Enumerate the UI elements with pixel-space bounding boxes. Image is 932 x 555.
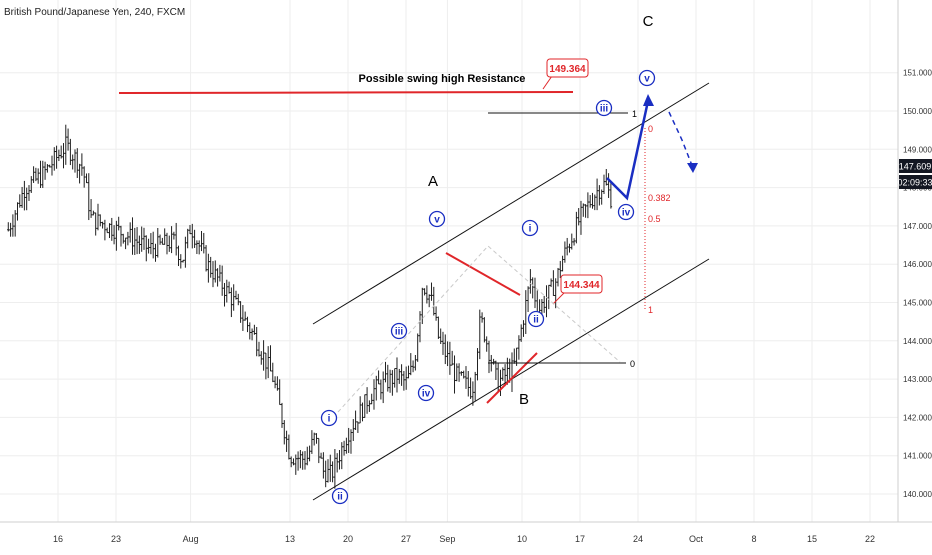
time-tick-label: 20 (343, 534, 353, 544)
fib-0382-label: 0.382 (648, 193, 671, 203)
fib-level-1-label: 1 (632, 109, 637, 119)
resistance-callout-pointer (542, 75, 553, 90)
wave-circle (390, 322, 408, 340)
fib-05-label: 0.5 (648, 214, 661, 224)
resistance-callout-box (546, 58, 589, 78)
time-tick-label: Aug (183, 534, 199, 544)
time-tick-label: 15 (807, 534, 817, 544)
time-tick-label: 17 (575, 534, 585, 544)
price-tick-label: 149.000 (903, 145, 932, 154)
last-price-label: 147.609 (899, 162, 932, 172)
level-callout-label: 144.344 (563, 280, 600, 291)
resistance-callout-label: 149.364 (549, 64, 586, 75)
wave-circle (617, 203, 635, 221)
wave-B-label: B (519, 391, 529, 408)
resistance-line (118, 91, 574, 94)
time-tick-label: 23 (111, 534, 121, 544)
channel-upper-line (312, 82, 710, 325)
wave-A-label: A (428, 173, 438, 190)
wave-number-label: iv (422, 389, 431, 400)
wave-number-label: ii (337, 492, 343, 503)
projection-arrowhead (643, 94, 654, 106)
fib-one-label: 1 (648, 305, 653, 315)
time-tick-label: 24 (633, 534, 643, 544)
price-tick-label: 141.000 (903, 452, 932, 461)
wave-number-label: iii (600, 104, 609, 115)
level-callout-box (560, 274, 603, 294)
time-tick-label: 16 (53, 534, 63, 544)
annotation-labels: Possible swing high Resistance 149.364 144… (328, 13, 671, 503)
level-callout-pointer (552, 292, 565, 305)
last-price-badge (899, 159, 932, 173)
resistance-text: Possible swing high Resistance (359, 73, 526, 85)
wave-number-label: i (529, 224, 532, 235)
wave-circle (331, 487, 349, 505)
projection-down-arrowhead (687, 163, 698, 173)
price-tick-label: 150.000 (903, 107, 932, 116)
wave-number-label: ii (533, 315, 539, 326)
wave-circle (527, 310, 545, 328)
time-axis[interactable]: 16 23 Aug 13 20 27 Sep 10 17 24 Oct 8 15 22 (53, 534, 875, 544)
wave-circle (417, 384, 435, 402)
fib-zero-label: 0 (648, 124, 653, 134)
triangle-lower-line (486, 352, 538, 404)
time-tick-label: 10 (517, 534, 527, 544)
wave-number-label: v (434, 215, 440, 226)
wave-circle (320, 409, 338, 427)
fib-level-0-label: 0 (630, 359, 635, 369)
time-tick-label: Oct (689, 534, 704, 544)
wave-number-label: i (328, 414, 331, 425)
wave-circle (595, 99, 613, 117)
grid (0, 0, 898, 522)
time-tick-label: 22 (865, 534, 875, 544)
price-tick-label: 147.000 (903, 222, 932, 231)
price-tick-label: 143.000 (903, 375, 932, 384)
wave-circle (428, 210, 446, 228)
wave-number-label: iv (622, 208, 631, 219)
price-tick-label: 145.000 (903, 299, 932, 308)
symbol-title: British Pound/Japanese Yen, 240, FXCM (4, 7, 185, 18)
wave-C-label: C (643, 13, 654, 30)
time-tick-label: 27 (401, 534, 411, 544)
price-tick-label: 151.000 (903, 69, 932, 78)
price-tick-label: 142.000 (903, 413, 932, 422)
price-tick-label: 146.000 (903, 260, 932, 269)
projection-down-arrow (668, 111, 694, 169)
triangle-upper-line (445, 252, 521, 296)
time-tick-label: 8 (751, 534, 756, 544)
projection-wave-path (606, 100, 650, 201)
countdown-label: 02:09:33 (897, 178, 932, 188)
price-tick-label: 144.000 (903, 337, 932, 346)
wave-circle (521, 219, 539, 237)
time-tick-label: 13 (285, 534, 295, 544)
time-tick-label: Sep (439, 534, 455, 544)
wave-number-label: v (644, 74, 650, 85)
countdown-badge (899, 175, 932, 189)
price-tick-label: 140.000 (903, 490, 932, 499)
drawings-layer (118, 58, 710, 505)
price-axis[interactable]: 140.000 141.000 142.000 143.000 144.000 145.0… (903, 69, 932, 499)
wave-circle (638, 69, 656, 87)
wave-number-label: iii (395, 327, 404, 338)
price-bars (7, 124, 613, 489)
